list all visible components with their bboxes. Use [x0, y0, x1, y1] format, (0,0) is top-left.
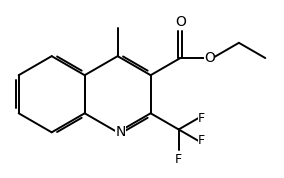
Text: F: F [175, 153, 182, 166]
Text: O: O [204, 51, 215, 65]
Text: F: F [198, 112, 205, 125]
Text: N: N [115, 125, 126, 139]
Text: O: O [175, 15, 186, 29]
Text: F: F [198, 134, 205, 147]
